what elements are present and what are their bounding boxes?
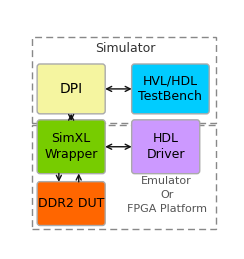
- FancyBboxPatch shape: [32, 125, 216, 228]
- Text: SimXL
Wrapper: SimXL Wrapper: [44, 132, 98, 161]
- Text: Simulator: Simulator: [95, 42, 155, 55]
- Text: HDL
Driver: HDL Driver: [146, 132, 185, 161]
- Text: HVL/HDL
TestBench: HVL/HDL TestBench: [139, 74, 202, 103]
- Text: DDR2 DUT: DDR2 DUT: [38, 197, 104, 210]
- FancyBboxPatch shape: [132, 120, 200, 174]
- FancyBboxPatch shape: [37, 64, 105, 114]
- FancyBboxPatch shape: [32, 37, 216, 123]
- Text: Emulator
Or
FPGA Platform: Emulator Or FPGA Platform: [127, 176, 207, 214]
- FancyBboxPatch shape: [132, 64, 209, 114]
- FancyBboxPatch shape: [37, 120, 105, 174]
- FancyBboxPatch shape: [37, 182, 105, 226]
- Text: DPI: DPI: [60, 82, 83, 96]
